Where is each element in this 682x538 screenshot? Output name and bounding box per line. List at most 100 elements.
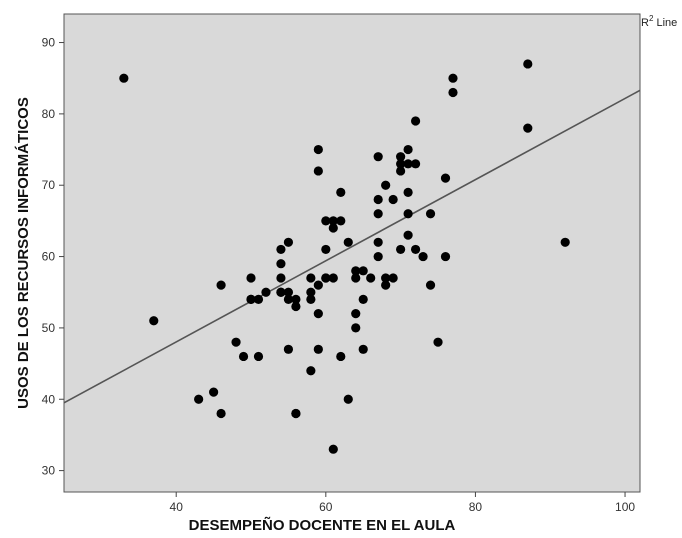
- data-point: [440, 251, 451, 262]
- data-point: [313, 280, 323, 290]
- data-point: [351, 309, 361, 319]
- data-point: [276, 273, 286, 283]
- data-point: [306, 294, 316, 304]
- data-point: [410, 159, 421, 169]
- data-point: [388, 194, 398, 205]
- data-point: [381, 280, 391, 290]
- data-point: [321, 216, 331, 226]
- y-tick-label: 30: [42, 464, 56, 478]
- data-point: [336, 216, 346, 226]
- data-point: [358, 294, 368, 304]
- x-axis-title: DESEMPEÑO DOCENTE EN EL AULA: [189, 516, 456, 534]
- data-point: [246, 294, 256, 304]
- data-point: [276, 244, 286, 255]
- x-tick-label: 100: [615, 500, 635, 514]
- data-point: [373, 209, 383, 219]
- y-tick-label: 60: [42, 250, 56, 264]
- data-point: [373, 152, 383, 162]
- data-point: [209, 387, 219, 397]
- data-point: [403, 159, 413, 169]
- x-tick-label: 60: [319, 500, 333, 514]
- data-point: [351, 323, 361, 333]
- data-point: [381, 273, 391, 283]
- data-point: [396, 244, 406, 255]
- data-point: [425, 280, 436, 290]
- data-point: [343, 237, 353, 247]
- data-point: [328, 216, 338, 226]
- data-point: [253, 294, 264, 304]
- fit-line-layer: [63, 89, 641, 404]
- data-point: [403, 209, 413, 219]
- data-point: [448, 87, 458, 98]
- x-tick-label: 40: [170, 500, 184, 514]
- data-point: [328, 273, 338, 283]
- data-point: [119, 73, 129, 83]
- data-point: [313, 166, 323, 176]
- data-point: [216, 408, 226, 419]
- data-point: [448, 73, 458, 83]
- y-tick-label: 90: [42, 36, 56, 50]
- data-point: [425, 209, 436, 219]
- data-point: [149, 316, 159, 326]
- data-point: [523, 59, 533, 69]
- data-point: [246, 273, 256, 283]
- data-point: [358, 266, 368, 276]
- data-point: [358, 344, 368, 354]
- legend-r2-line: R2 Line: [641, 14, 677, 29]
- data-point: [306, 273, 316, 283]
- data-point: [410, 244, 421, 255]
- data-point: [523, 123, 533, 133]
- legend-r: R: [641, 17, 649, 29]
- data-point: [291, 294, 301, 304]
- y-tick-label: 80: [42, 107, 56, 121]
- data-point: [313, 344, 323, 354]
- data-point: [276, 287, 286, 297]
- axes: 40 60 80 100 30 40 50 60 70 80 90: [42, 36, 636, 514]
- fit-line: [63, 89, 641, 404]
- x-tick-label: 80: [469, 500, 483, 514]
- data-point: [231, 337, 241, 347]
- data-point: [276, 259, 286, 269]
- data-point: [291, 301, 301, 312]
- data-point: [396, 152, 406, 162]
- data-point: [306, 287, 316, 297]
- data-point: [381, 180, 391, 190]
- data-point: [313, 309, 323, 319]
- data-point: [343, 394, 353, 404]
- data-point: [321, 244, 331, 255]
- data-point: [283, 344, 294, 354]
- data-point: [351, 266, 361, 276]
- data-point: [373, 194, 383, 205]
- legend-superscript: 2: [649, 14, 654, 23]
- data-point: [388, 273, 398, 283]
- data-point: [336, 351, 346, 362]
- data-point: [238, 351, 249, 362]
- data-point: [194, 394, 204, 404]
- data-point: [313, 144, 323, 155]
- y-tick-label: 70: [42, 178, 56, 192]
- data-points: [119, 59, 570, 454]
- data-point: [396, 166, 406, 176]
- data-point: [366, 273, 376, 283]
- data-point: [328, 223, 338, 233]
- data-point: [291, 408, 301, 419]
- data-point: [306, 366, 316, 376]
- data-point: [321, 273, 331, 283]
- y-tick-label: 40: [42, 392, 56, 406]
- data-point: [283, 237, 294, 247]
- data-point: [418, 251, 428, 262]
- legend-suffix: Line: [653, 17, 677, 29]
- data-point: [560, 237, 570, 247]
- data-point: [403, 230, 413, 240]
- data-point: [440, 173, 451, 183]
- y-tick-label: 50: [42, 321, 56, 335]
- data-point: [433, 337, 443, 347]
- data-point: [403, 187, 413, 197]
- data-point: [328, 444, 338, 454]
- data-point: [403, 144, 413, 155]
- data-point: [261, 287, 271, 297]
- plot-area: [63, 13, 641, 493]
- data-point: [336, 187, 346, 197]
